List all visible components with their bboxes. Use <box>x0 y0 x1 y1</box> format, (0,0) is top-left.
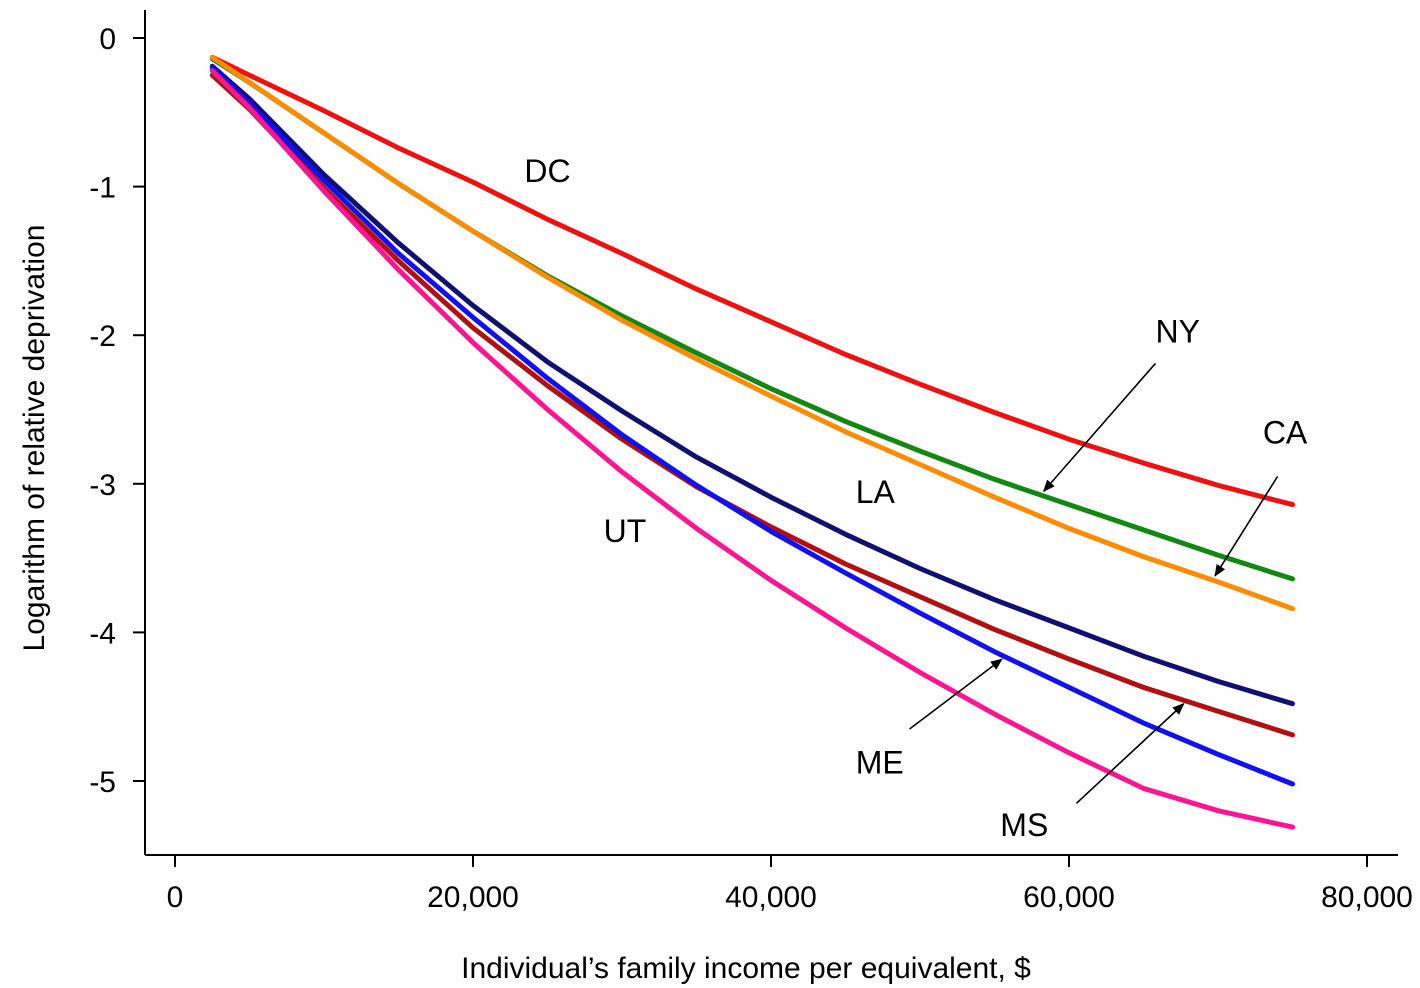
y-tick-label: -4 <box>89 617 116 650</box>
series-line-la <box>209 63 1295 707</box>
series-label-dc: DC <box>524 153 570 189</box>
series-label-ut: UT <box>604 513 647 549</box>
series-line-dc <box>209 54 1295 508</box>
y-tick-label: 0 <box>99 23 116 56</box>
arrow-ca <box>1214 475 1279 577</box>
y-tick-label: -3 <box>89 469 116 502</box>
arrow-ny <box>1043 362 1157 492</box>
series-label-ms: MS <box>1000 807 1048 843</box>
arrow-me <box>909 658 1003 730</box>
x-tick-label: 0 <box>167 881 184 914</box>
series-label-ca: CA <box>1263 415 1308 451</box>
x-tick-label: 20,000 <box>427 881 519 914</box>
series-layer <box>209 54 1295 830</box>
series-label-me: ME <box>856 745 904 781</box>
series-line-me <box>209 65 1295 787</box>
series-label-la: LA <box>856 474 896 510</box>
x-axis-title: Individual’s family income per equivalen… <box>461 952 1031 985</box>
series-line-ms <box>209 68 1295 830</box>
x-tick-label: 60,000 <box>1023 881 1115 914</box>
axes: 0 20,000 40,000 60,000 80,000 0 -1 -2 -3 -4 -5 <box>89 10 1413 914</box>
x-tick-label: 80,000 <box>1321 881 1413 914</box>
series-line-ca <box>209 54 1295 612</box>
x-tick-label: 40,000 <box>725 881 817 914</box>
y-tick-label: -1 <box>89 172 116 205</box>
y-axis-title: Logarithm of relative deprivation <box>18 225 51 652</box>
y-tick-label: -2 <box>89 320 116 353</box>
y-tick-label: -5 <box>89 766 116 799</box>
annotation-layer: DC NY CA LA UT ME MS <box>524 153 1308 843</box>
arrow-ms <box>1075 703 1185 804</box>
series-line-ut <box>209 72 1295 738</box>
series-label-ny: NY <box>1156 314 1200 350</box>
